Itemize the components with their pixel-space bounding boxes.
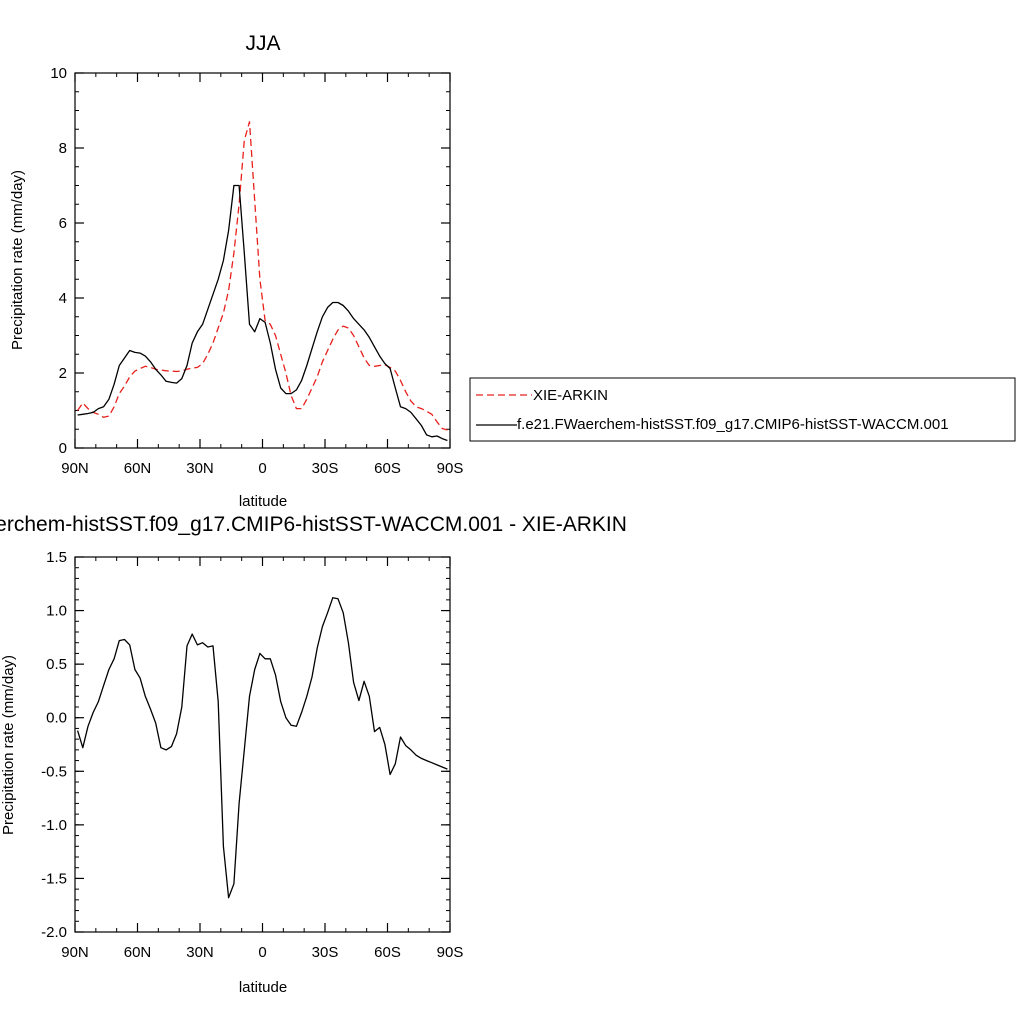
lower-ticks <box>74 556 451 933</box>
x-tick-label: 30S <box>312 460 339 477</box>
lower-x-axis-label: latitude <box>239 979 287 996</box>
y-tick-label: -1.5 <box>41 870 67 887</box>
series-line-1 <box>76 597 448 899</box>
x-tick-label: 90N <box>61 460 89 477</box>
x-tick-label: 60S <box>374 460 401 477</box>
x-tick-label: 0 <box>258 944 266 961</box>
x-tick-label: 90S <box>437 460 464 477</box>
lower-series-lines <box>76 597 448 899</box>
y-tick-label: -1.0 <box>41 817 67 834</box>
y-tick-label: -0.5 <box>41 763 67 780</box>
y-tick-label: 2 <box>59 365 67 382</box>
upper-ticks <box>74 72 451 449</box>
x-tick-label: 30S <box>312 944 339 961</box>
lower-chart-title: f.e21.FWaerchem-histSST.f09_g17.CMIP6-hi… <box>0 513 627 536</box>
upper-chart-title: JJA <box>245 32 280 55</box>
x-tick-label: 60S <box>374 944 401 961</box>
y-tick-label: 0 <box>59 440 67 457</box>
y-tick-label: 1.0 <box>46 603 67 620</box>
upper-tick-labels: 90N 60N 30N 0 30S 60S 90S 0 2 4 6 8 10 <box>50 65 463 477</box>
y-tick-label: 8 <box>59 140 67 157</box>
legend: XIE-ARKIN f.e21.FWaerchem-histSST.f09_g1… <box>469 377 1016 442</box>
series-line-1 <box>77 121 448 431</box>
upper-y-axis-label: Precipitation rate (mm/day) <box>9 170 26 350</box>
x-tick-label: 30N <box>186 460 214 477</box>
lower-panel: f.e21.FWaerchem-histSST.f09_g17.CMIP6-hi… <box>0 513 627 996</box>
y-tick-label: 0.0 <box>46 710 67 727</box>
upper-plot-frame <box>74 72 451 449</box>
legend-label-xie-arkin: XIE-ARKIN <box>533 387 608 404</box>
upper-series-lines <box>77 121 448 442</box>
x-tick-label: 30N <box>186 944 214 961</box>
lower-plot-frame <box>74 556 451 933</box>
x-tick-label: 60N <box>124 944 152 961</box>
legend-box <box>469 377 1016 442</box>
upper-panel: JJA Precipitation rate (mm/day) latitude… <box>9 32 1016 510</box>
x-tick-label: 60N <box>124 460 152 477</box>
y-tick-label: -2.0 <box>41 924 67 941</box>
y-tick-label: 10 <box>50 65 67 82</box>
y-tick-label: 1.5 <box>46 549 67 566</box>
x-tick-label: 90N <box>61 944 89 961</box>
y-tick-label: 6 <box>59 215 67 232</box>
x-tick-label: 0 <box>258 460 266 477</box>
upper-x-axis-label: latitude <box>239 493 287 510</box>
legend-label-model: f.e21.FWaerchem-histSST.f09_g17.CMIP6-hi… <box>517 416 949 433</box>
y-tick-label: 0.5 <box>46 656 67 673</box>
y-tick-label: 4 <box>59 290 67 307</box>
x-tick-label: 90S <box>437 944 464 961</box>
lower-tick-labels: 90N 60N 30N 0 30S 60S 90S -2.0 -1.5 -1.0 -0.5 0.0 0.… <box>41 549 463 961</box>
series-line-2 <box>77 184 448 442</box>
lower-y-axis-label: Precipitation rate (mm/day) <box>0 655 17 835</box>
